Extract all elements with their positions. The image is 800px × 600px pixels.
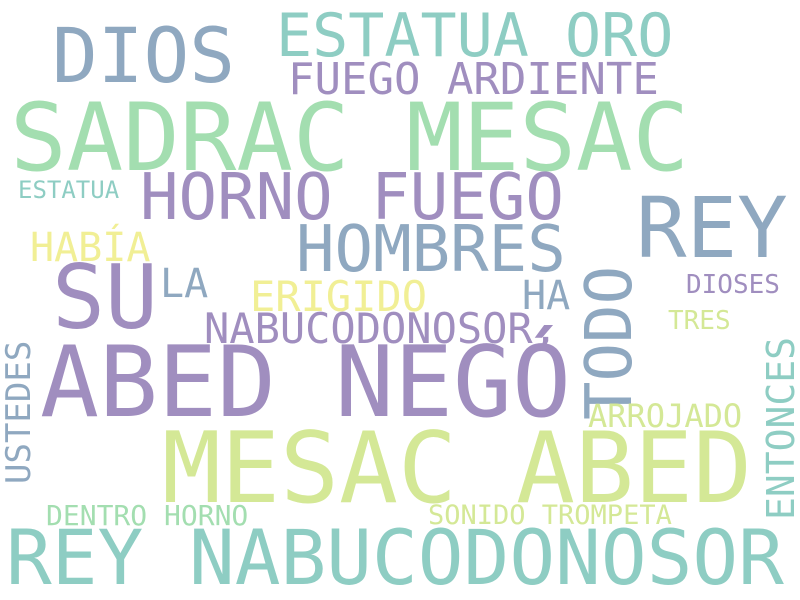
word-dios: DIOS: [52, 11, 236, 100]
word-tres: TRES: [668, 306, 731, 336]
word-sonido-trompeta: SONIDO TROMPETA: [428, 500, 672, 531]
word-ha: HA: [522, 273, 571, 319]
word-su: SU: [52, 246, 158, 349]
word-dioses: DIOSES: [686, 270, 780, 300]
word-rey-nabucodonosor: REY NABUCODONOSOR: [6, 513, 784, 600]
word-abed-nego: ABED NEGÓ: [40, 326, 572, 440]
word-rey: REY: [636, 179, 788, 277]
word-hombres: HOMBRES: [296, 213, 566, 287]
word-ustedes: USTEDES: [0, 340, 39, 484]
word-entonces: ENTONCES: [759, 336, 800, 520]
word-arrojado: ARROJADO: [588, 397, 743, 435]
word-estatua: ESTATUA: [18, 176, 120, 204]
word-habia: HABÍA: [30, 225, 151, 271]
word-erigido: ERIGIDO: [250, 272, 428, 321]
word-mesac-abed: MESAC ABED: [162, 412, 753, 526]
word-la: LA: [160, 261, 209, 307]
word-fuego-ardiente: FUEGO ARDIENTE: [288, 54, 659, 105]
word-estatua-oro: ESTATUA ORO: [276, 1, 674, 71]
word-sadrac-mesac: SADRAC MESAC: [10, 84, 690, 193]
word-nabucodonosor-comma: NABUCODONOSOR,: [204, 304, 559, 353]
word-dentro-horno: DENTRO HORNO: [46, 499, 249, 532]
word-horno-fuego: HORNO FUEGO: [140, 161, 564, 235]
